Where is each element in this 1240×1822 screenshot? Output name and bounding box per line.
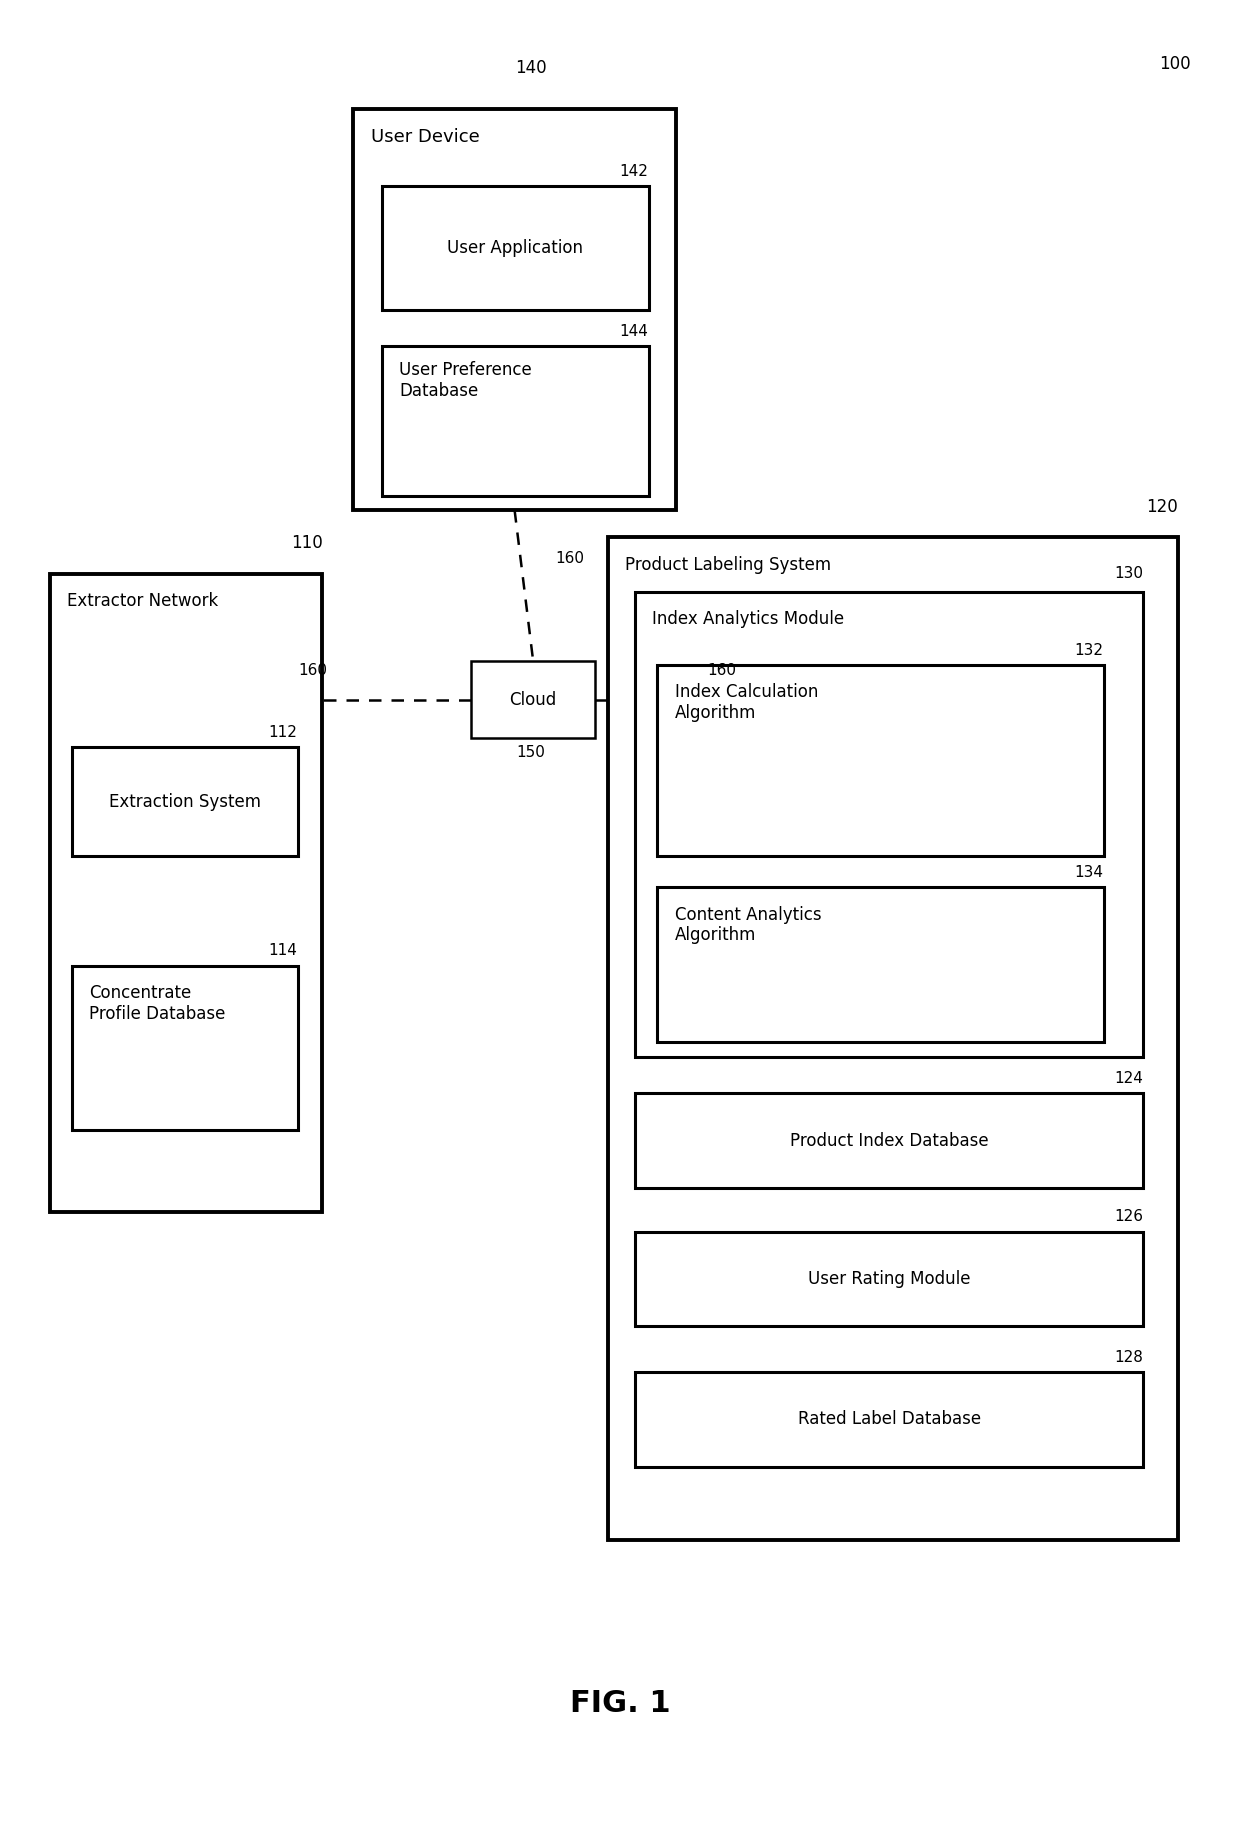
FancyBboxPatch shape bbox=[72, 966, 298, 1130]
Text: 100: 100 bbox=[1158, 55, 1190, 73]
Text: User Preference
Database: User Preference Database bbox=[399, 361, 532, 399]
FancyBboxPatch shape bbox=[635, 1232, 1143, 1326]
Text: Content Analytics
Algorithm: Content Analytics Algorithm bbox=[675, 906, 821, 944]
FancyBboxPatch shape bbox=[608, 537, 1178, 1540]
Text: 130: 130 bbox=[1115, 567, 1143, 581]
Text: 142: 142 bbox=[620, 164, 649, 179]
FancyBboxPatch shape bbox=[50, 574, 322, 1212]
Text: 160: 160 bbox=[708, 663, 737, 678]
Text: Product Labeling System: Product Labeling System bbox=[625, 556, 831, 574]
FancyBboxPatch shape bbox=[382, 186, 649, 310]
Text: Index Analytics Module: Index Analytics Module bbox=[652, 610, 844, 629]
Text: 144: 144 bbox=[620, 324, 649, 339]
FancyBboxPatch shape bbox=[471, 661, 595, 738]
Text: 134: 134 bbox=[1075, 865, 1104, 880]
Text: Rated Label Database: Rated Label Database bbox=[797, 1410, 981, 1428]
Text: Cloud: Cloud bbox=[510, 691, 557, 709]
Text: Extraction System: Extraction System bbox=[109, 793, 260, 811]
FancyBboxPatch shape bbox=[635, 1093, 1143, 1188]
Text: Extractor Network: Extractor Network bbox=[67, 592, 218, 610]
FancyBboxPatch shape bbox=[635, 592, 1143, 1057]
Text: 120: 120 bbox=[1146, 497, 1178, 516]
Text: 140: 140 bbox=[515, 58, 547, 77]
Text: 128: 128 bbox=[1115, 1350, 1143, 1365]
FancyBboxPatch shape bbox=[635, 1372, 1143, 1467]
Text: 160: 160 bbox=[299, 663, 327, 678]
Text: FIG. 1: FIG. 1 bbox=[569, 1689, 671, 1718]
Text: Product Index Database: Product Index Database bbox=[790, 1131, 988, 1150]
FancyBboxPatch shape bbox=[657, 665, 1104, 856]
Text: 126: 126 bbox=[1115, 1210, 1143, 1224]
FancyBboxPatch shape bbox=[657, 887, 1104, 1042]
Text: User Device: User Device bbox=[371, 128, 480, 146]
Text: 112: 112 bbox=[269, 725, 298, 740]
FancyBboxPatch shape bbox=[382, 346, 649, 496]
Text: 160: 160 bbox=[556, 550, 584, 567]
FancyBboxPatch shape bbox=[72, 747, 298, 856]
FancyBboxPatch shape bbox=[353, 109, 676, 510]
Text: 150: 150 bbox=[516, 745, 546, 760]
Text: User Application: User Application bbox=[448, 239, 583, 257]
Text: 132: 132 bbox=[1075, 643, 1104, 658]
Text: User Rating Module: User Rating Module bbox=[807, 1270, 971, 1288]
Text: Concentrate
Profile Database: Concentrate Profile Database bbox=[89, 984, 226, 1022]
Text: 124: 124 bbox=[1115, 1071, 1143, 1086]
Text: Index Calculation
Algorithm: Index Calculation Algorithm bbox=[675, 683, 818, 722]
Text: 114: 114 bbox=[269, 944, 298, 958]
Text: 110: 110 bbox=[290, 534, 322, 552]
